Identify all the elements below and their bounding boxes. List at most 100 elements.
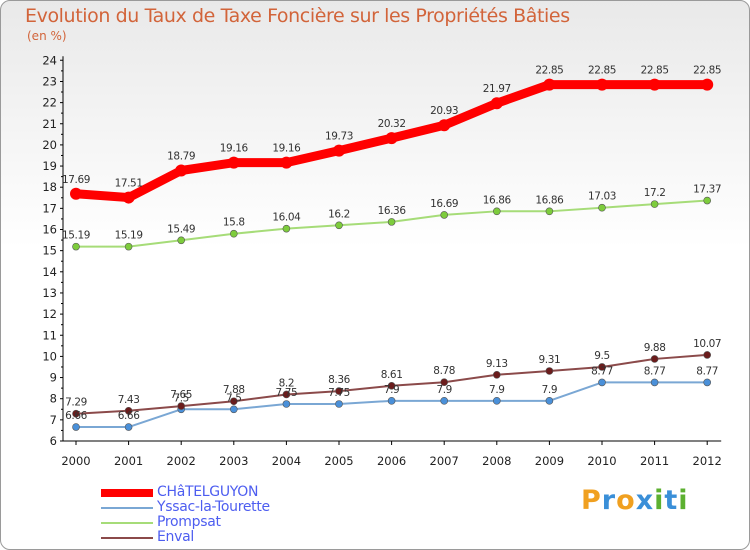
brand-letter: x: [635, 485, 655, 516]
series-point: [545, 367, 554, 375]
y-tick-label: 14: [42, 265, 57, 279]
series-point: [72, 242, 80, 251]
x-tick-label: 2004: [272, 454, 301, 468]
legend-swatch: [101, 489, 153, 497]
y-tick-label: 12: [42, 307, 57, 321]
series-point: [230, 397, 238, 406]
series-point: [490, 97, 503, 110]
series-point: [335, 387, 343, 395]
series-point: [387, 218, 396, 226]
x-tick-label: 2012: [693, 454, 722, 468]
series-point: [122, 191, 135, 204]
data-label: 7.88: [223, 384, 245, 396]
series-point: [282, 400, 291, 408]
series-point: [438, 119, 451, 132]
data-label: 16.69: [430, 198, 458, 210]
data-label: 9.31: [539, 354, 561, 366]
y-tick-label: 21: [42, 117, 57, 131]
series-point: [387, 397, 396, 405]
series-point: [598, 378, 606, 387]
legend-label: CHâTELGUYON: [157, 484, 259, 500]
data-label: 16.04: [272, 212, 301, 224]
series-point: [440, 397, 449, 405]
series-point: [335, 400, 343, 408]
series-point: [440, 211, 449, 219]
data-label: 8.61: [381, 369, 403, 381]
data-label: 19.73: [325, 131, 353, 143]
data-label: 15.19: [62, 230, 90, 242]
x-tick-label: 2010: [587, 454, 616, 468]
series-point: [230, 405, 238, 414]
data-label: 7.29: [65, 397, 87, 409]
x-tick-label: 2000: [61, 454, 90, 468]
x-tick-label: 2008: [482, 454, 511, 468]
data-label: 8.2: [279, 377, 295, 389]
brand-letter: P: [581, 485, 602, 516]
data-label: 20.93: [430, 105, 458, 117]
legend-swatch: [101, 537, 153, 539]
series-point: [598, 203, 606, 212]
data-label: 7.65: [170, 389, 192, 401]
series-point: [124, 423, 133, 431]
series-point: [492, 397, 501, 405]
data-label: 16.86: [483, 194, 512, 206]
series-point: [650, 355, 659, 363]
y-tick-label: 17: [42, 201, 57, 215]
y-tick-label: 20: [42, 138, 57, 152]
y-tick-label: 24: [42, 53, 57, 67]
legend-label: Yssac-la-Tourette: [157, 499, 270, 515]
data-label: 7.9: [489, 384, 505, 396]
chart-axes: 6 7 8 9 10 11 12 13 14 15 16 17 18 19 20 21 22 23 24 2000 20…: [42, 53, 721, 468]
series-point: [545, 397, 554, 405]
chart-title: Evolution du Taux de Taxe Foncière sur l…: [25, 5, 570, 27]
series-point: [701, 78, 714, 91]
data-label: 16.36: [378, 205, 407, 217]
data-label: 7.75: [276, 387, 298, 399]
data-label: 17.69: [62, 174, 90, 186]
series-point: [703, 196, 712, 205]
series-point: [440, 378, 449, 387]
data-label: 7.5: [226, 392, 242, 404]
legend-label: Prompsat: [157, 514, 221, 530]
data-label: 8.78: [433, 365, 455, 377]
data-label: 8.77: [591, 365, 613, 377]
series-markers: [70, 78, 714, 431]
legend-label: Enval: [157, 529, 194, 545]
data-label: 7.75: [328, 387, 350, 399]
x-tick-label: 2009: [535, 454, 564, 468]
series-point: [335, 221, 343, 230]
data-label: 17.37: [693, 184, 721, 196]
series-point: [703, 351, 712, 359]
series-point: [227, 156, 240, 169]
brand-letter: o: [616, 485, 636, 516]
series-point: [177, 236, 185, 245]
data-label: 7.9: [542, 384, 558, 396]
series-point: [492, 371, 501, 379]
data-label: 8.36: [328, 374, 350, 386]
series-point: [387, 381, 396, 390]
y-tick-label: 22: [42, 96, 57, 110]
legend-swatch: [101, 507, 153, 509]
series-point: [72, 423, 80, 431]
unit-label: (en %): [27, 29, 67, 43]
series-point: [598, 363, 606, 371]
data-label: 17.2: [644, 187, 666, 199]
data-label: 22.85: [641, 65, 669, 77]
y-tick-label: 9: [50, 371, 57, 385]
y-tick-label: 8: [50, 392, 57, 406]
series-point: [703, 378, 712, 387]
data-label: 10.07: [693, 338, 721, 350]
data-label: 19.16: [272, 143, 301, 155]
brand-letter: r: [601, 485, 617, 516]
y-tick-label: 15: [42, 244, 57, 258]
series-point: [385, 132, 398, 145]
series-point: [72, 409, 80, 418]
data-label: 17.51: [115, 178, 143, 190]
data-label: 22.85: [535, 65, 563, 77]
series-point: [545, 207, 554, 216]
data-label: 9.5: [594, 350, 610, 362]
y-tick-label: 19: [42, 159, 57, 173]
data-label: 20.32: [378, 118, 406, 130]
x-tick-label: 2003: [219, 454, 248, 468]
